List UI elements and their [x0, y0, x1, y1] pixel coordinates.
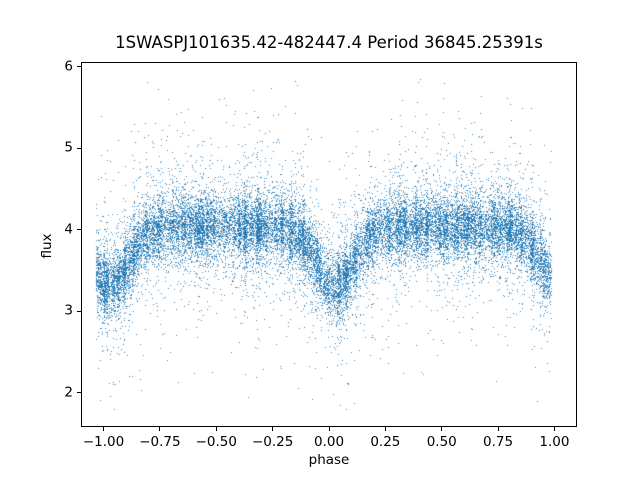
x-tick-label: 0.75 — [483, 434, 514, 450]
x-tick-mark — [215, 427, 217, 431]
x-tick-label: 0.50 — [426, 434, 457, 450]
y-tick-label: 2 — [64, 384, 73, 401]
x-tick-mark — [328, 427, 330, 431]
y-tick-label: 5 — [64, 139, 73, 156]
y-tick-label: 4 — [64, 221, 73, 238]
x-tick-label: −0.75 — [139, 434, 181, 450]
x-axis-label: phase — [308, 452, 350, 468]
x-tick-mark — [384, 427, 386, 431]
y-tick-mark — [77, 229, 81, 231]
x-tick-mark — [272, 427, 274, 431]
x-tick-label: −0.50 — [195, 434, 237, 450]
x-tick-mark — [103, 427, 105, 431]
x-tick-label: 1.00 — [539, 434, 570, 450]
y-tick-mark — [77, 147, 81, 149]
x-tick-label: 0.00 — [313, 434, 345, 450]
y-axis-label: flux — [39, 233, 55, 259]
x-tick-mark — [441, 427, 443, 431]
y-tick-mark — [77, 66, 81, 68]
x-tick-label: 0.25 — [370, 434, 401, 450]
x-tick-label: −0.25 — [251, 434, 294, 450]
y-tick-label: 6 — [64, 58, 73, 75]
x-tick-mark — [159, 427, 161, 431]
y-tick-mark — [77, 392, 81, 394]
x-tick-mark — [553, 427, 555, 431]
x-tick-label: −1.00 — [82, 434, 125, 450]
y-tick-mark — [77, 310, 81, 312]
x-tick-mark — [497, 427, 499, 431]
y-tick-label: 3 — [64, 302, 73, 319]
